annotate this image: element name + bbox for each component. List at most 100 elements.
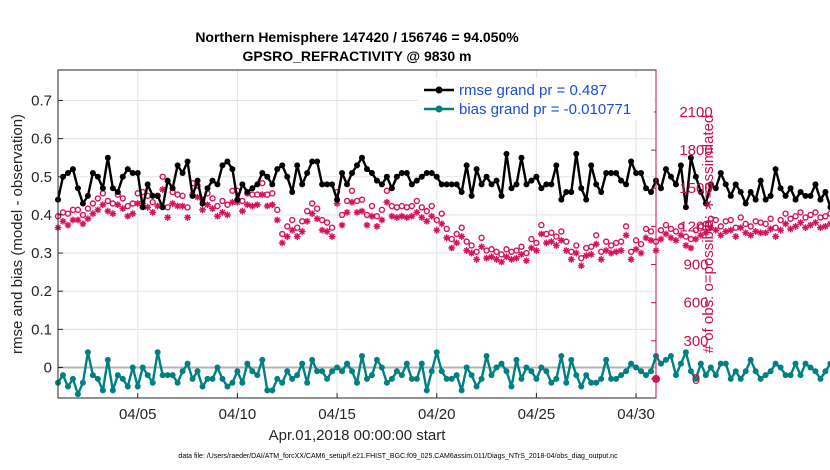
assimilated-point bbox=[682, 242, 690, 249]
rmse-point bbox=[164, 177, 171, 184]
rmse-point bbox=[259, 169, 266, 176]
bias-point bbox=[608, 375, 615, 382]
bias-point bbox=[239, 379, 246, 386]
bias-point bbox=[209, 375, 216, 382]
possible-point bbox=[513, 247, 520, 254]
assimilated-point bbox=[597, 256, 605, 263]
rmse-point bbox=[747, 189, 754, 196]
y2-tick-label: 1800 bbox=[679, 142, 712, 159]
assimilated-point bbox=[727, 226, 735, 234]
rmse-point bbox=[618, 177, 625, 184]
possible-point bbox=[657, 226, 665, 234]
assimilated-point bbox=[518, 250, 525, 258]
rmse-point bbox=[154, 192, 161, 199]
possible-point bbox=[792, 213, 799, 220]
assimilated-point bbox=[338, 221, 346, 229]
rmse-point bbox=[134, 169, 141, 176]
rmse-point bbox=[717, 169, 724, 176]
possible-point bbox=[692, 226, 700, 234]
bias-point bbox=[528, 368, 535, 375]
bias-point bbox=[503, 368, 510, 375]
rmse-point bbox=[657, 185, 664, 192]
bias-point bbox=[294, 372, 301, 379]
possible-point bbox=[533, 239, 540, 247]
bias-point bbox=[344, 360, 351, 367]
assimilated-point bbox=[572, 249, 580, 257]
assimilated-point bbox=[433, 226, 441, 234]
assimilated-point bbox=[303, 217, 311, 225]
bias-point bbox=[159, 372, 166, 379]
rmse-point bbox=[119, 173, 126, 180]
assimilated-point bbox=[378, 216, 386, 224]
assimilated-point bbox=[423, 217, 431, 225]
rmse-point bbox=[483, 173, 490, 180]
rmse-point bbox=[797, 189, 804, 196]
possible-point bbox=[89, 200, 97, 207]
assimilated-point bbox=[109, 210, 117, 218]
assimilated-point bbox=[542, 239, 550, 247]
bias-point bbox=[388, 375, 395, 382]
possible-point bbox=[59, 209, 67, 216]
assimilated-point bbox=[552, 242, 560, 249]
bias-point bbox=[478, 375, 485, 382]
rmse-point bbox=[274, 166, 281, 173]
bias-point bbox=[573, 372, 580, 379]
possible-point bbox=[378, 206, 386, 214]
rmse-point bbox=[174, 162, 181, 169]
possible-point bbox=[423, 207, 430, 215]
bias-point bbox=[134, 383, 141, 390]
rmse-point bbox=[219, 162, 226, 169]
possible-point bbox=[443, 225, 450, 233]
bias-point bbox=[643, 372, 650, 379]
bias-point bbox=[219, 375, 226, 382]
assimilated-point bbox=[762, 229, 770, 237]
bias-point bbox=[269, 387, 276, 394]
assimilated-point bbox=[248, 202, 256, 210]
rmse-point bbox=[89, 169, 96, 176]
bias-point bbox=[229, 379, 236, 386]
rmse-point bbox=[189, 192, 196, 199]
bias-point bbox=[453, 372, 460, 379]
bias-point bbox=[797, 372, 804, 379]
bias-point bbox=[249, 368, 256, 375]
possible-point bbox=[647, 228, 655, 235]
rmse-point bbox=[722, 181, 729, 188]
bias-point bbox=[648, 368, 655, 375]
rmse-point bbox=[692, 173, 699, 180]
assimilated-point bbox=[124, 212, 132, 220]
rmse-point bbox=[523, 181, 530, 188]
bias-point bbox=[812, 368, 819, 375]
bias-point bbox=[349, 368, 356, 375]
rmse-point bbox=[458, 189, 465, 196]
y2-tick-label: 300 bbox=[683, 333, 708, 350]
possible-point bbox=[413, 197, 420, 205]
assimilated-point bbox=[323, 228, 331, 235]
bias-point bbox=[817, 375, 824, 382]
assimilated-point bbox=[238, 207, 246, 215]
assimilated-point bbox=[582, 252, 590, 260]
bias-point bbox=[792, 360, 799, 367]
bias-point bbox=[418, 360, 425, 367]
bias-point bbox=[204, 375, 211, 382]
rmse-point bbox=[368, 169, 375, 176]
rmse-point bbox=[643, 185, 650, 192]
bias-point bbox=[79, 379, 86, 386]
rmse-point bbox=[558, 196, 565, 203]
assimilated-point bbox=[368, 212, 376, 220]
possible-point bbox=[94, 195, 102, 202]
assimilated-point bbox=[393, 214, 401, 221]
bias-point bbox=[304, 379, 311, 386]
bias-point bbox=[84, 349, 91, 356]
bias-point bbox=[199, 383, 206, 390]
rmse-point bbox=[234, 196, 241, 203]
possible-point bbox=[269, 190, 276, 197]
assimilated-point bbox=[263, 202, 271, 210]
bias-point bbox=[244, 360, 251, 367]
possible-point bbox=[64, 210, 72, 217]
bias-point bbox=[264, 387, 271, 394]
assimilated-point bbox=[273, 216, 281, 224]
assimilated-point bbox=[129, 210, 137, 218]
rmse-point bbox=[358, 154, 365, 161]
assimilated-point bbox=[94, 206, 102, 214]
bias-point bbox=[787, 372, 794, 379]
